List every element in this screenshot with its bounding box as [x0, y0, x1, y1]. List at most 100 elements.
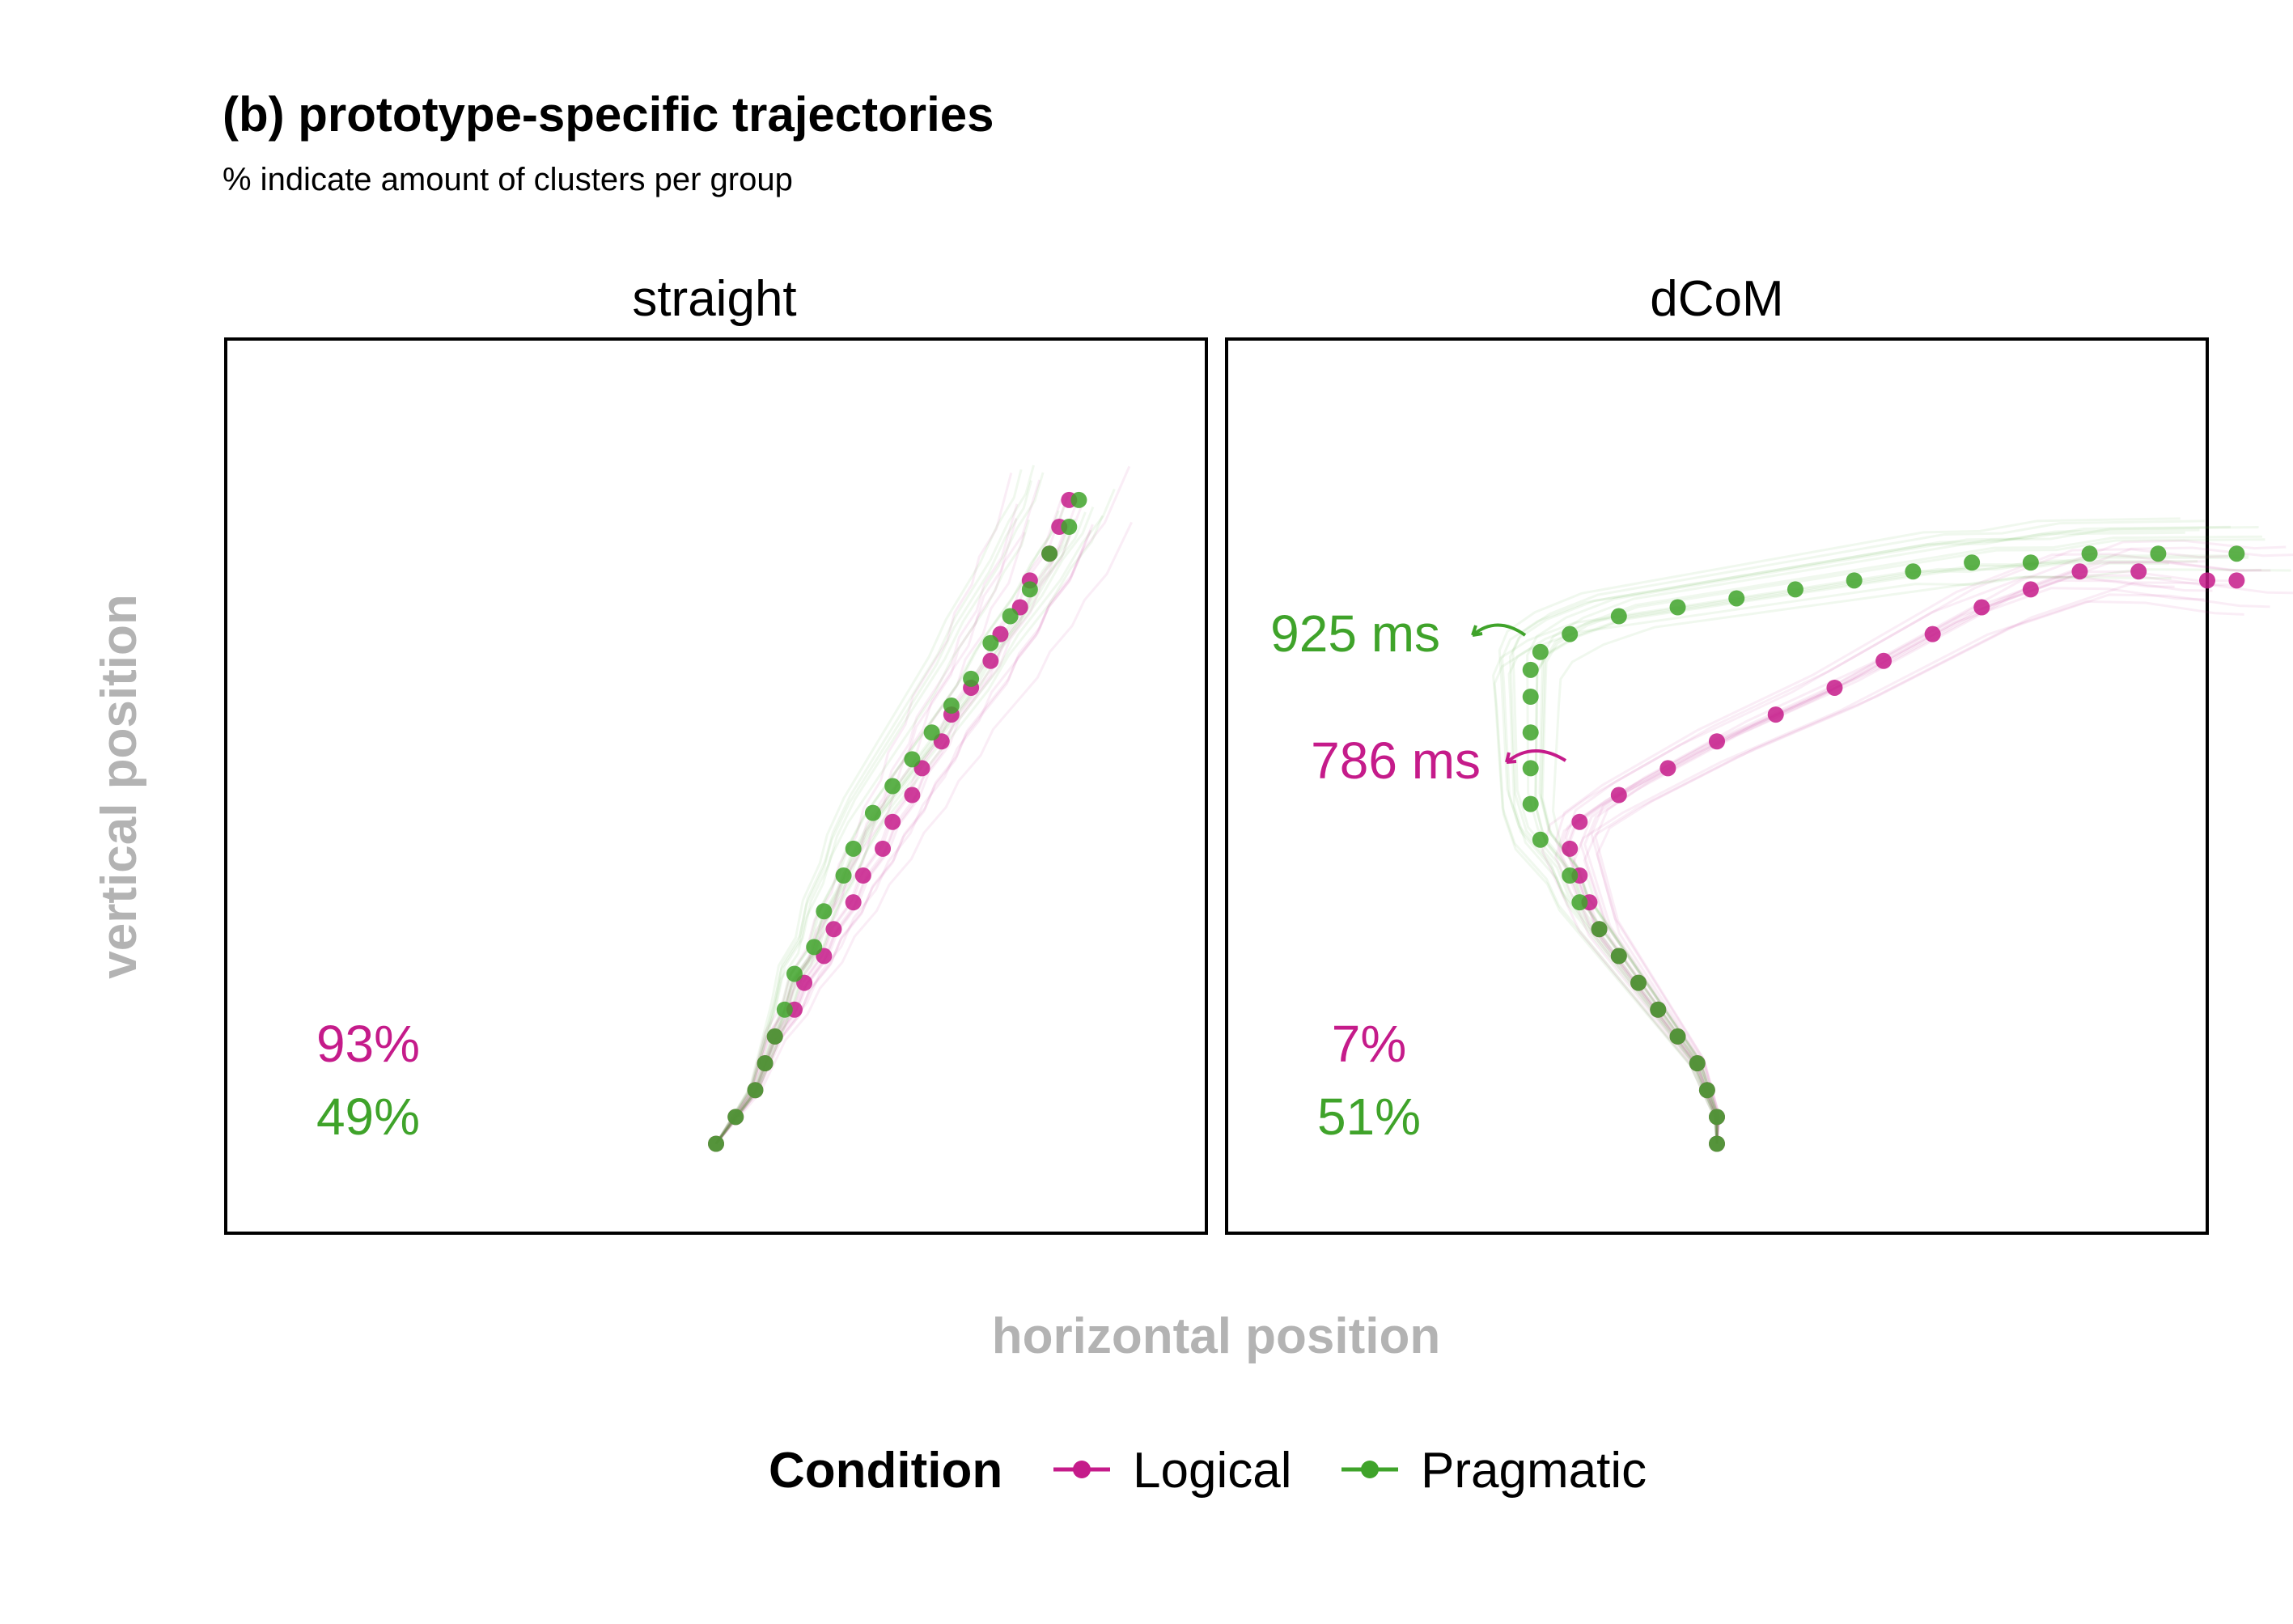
data-point-logical: [875, 840, 892, 857]
data-point-pragmatic: [1846, 572, 1863, 589]
background-trajectory-pragmatic: [1538, 526, 2259, 1144]
data-point-pragmatic: [1562, 625, 1579, 642]
cluster-share-logical-straight: 93%: [316, 1015, 420, 1073]
legend: Condition Logical Pragmatic: [769, 1443, 1647, 1499]
data-point-pragmatic: [816, 903, 833, 920]
data-point-logical: [982, 652, 999, 669]
background-trajectory-pragmatic: [1492, 562, 2169, 1144]
data-point-pragmatic: [1709, 1109, 1725, 1126]
background-trajectory-logical: [1553, 587, 2205, 1144]
data-point-logical: [2199, 572, 2215, 589]
background-trajectory-pragmatic: [1541, 538, 2265, 1144]
chart-title: (b) prototype-specific trajectories: [223, 87, 994, 142]
prototype-points-straight: [708, 491, 1087, 1152]
data-point-pragmatic: [1787, 581, 1803, 598]
background-trajectory-pragmatic: [714, 464, 1035, 1145]
prototype-points-dcom: [1522, 545, 2245, 1152]
data-point-pragmatic: [1070, 491, 1087, 508]
data-point-logical: [1876, 652, 1892, 669]
background-trajectory-pragmatic: [714, 472, 1045, 1145]
data-point-pragmatic: [806, 939, 823, 956]
data-point-pragmatic: [943, 698, 960, 714]
data-point-pragmatic: [1562, 867, 1579, 884]
annotation-pragmatic-time: 925 ms: [1270, 604, 1440, 663]
background-trajectory-pragmatic: [1540, 535, 2262, 1144]
data-point-pragmatic: [766, 1028, 783, 1045]
data-point-pragmatic: [727, 1109, 744, 1126]
data-point-logical: [1924, 625, 1941, 642]
legend-label-logical: Logical: [1133, 1443, 1291, 1499]
data-point-pragmatic: [1610, 608, 1627, 625]
data-point-pragmatic: [1630, 974, 1647, 991]
y-axis-label: vertical position: [91, 594, 147, 978]
data-point-pragmatic: [1002, 608, 1019, 625]
legend-dot-pragmatic: [1361, 1461, 1379, 1478]
panel-title-dcom: dCoM: [1650, 271, 1783, 327]
panel-dcom: 7% 51% 925 ms 786 ms: [1225, 337, 2293, 1235]
data-point-logical: [1562, 840, 1579, 857]
data-point-pragmatic: [1522, 795, 1539, 812]
background-trajectory-logical: [1554, 553, 2206, 1144]
data-point-logical: [1659, 760, 1676, 777]
chart-subtitle: % indicate amount of clusters per group: [223, 162, 793, 197]
data-point-logical: [825, 921, 842, 938]
background-trajectory-pragmatic: [1552, 568, 2291, 1144]
data-point-pragmatic: [2081, 545, 2098, 562]
annotation-logical-time: 786 ms: [1311, 731, 1481, 790]
panel-frame-dcom: [1225, 337, 2209, 1235]
background-trajectory-logical: [714, 473, 1013, 1145]
data-point-pragmatic: [776, 1001, 793, 1018]
x-axis-label: horizontal position: [992, 1308, 1441, 1364]
data-point-logical: [2130, 563, 2147, 580]
data-point-pragmatic: [835, 867, 852, 884]
annotation-arrowhead-pragmatic: [1471, 625, 1483, 637]
legend-title: Condition: [769, 1443, 1002, 1499]
data-point-pragmatic: [904, 751, 921, 768]
background-trajectory-pragmatic: [714, 469, 1023, 1145]
data-point-pragmatic: [747, 1082, 764, 1099]
legend-key-logical: Logical: [1053, 1443, 1291, 1499]
background-trajectory-logical: [714, 503, 1019, 1145]
data-point-pragmatic: [1669, 599, 1686, 616]
background-trajectory-pragmatic: [714, 480, 1033, 1145]
data-point-logical: [904, 787, 921, 804]
data-point-pragmatic: [1728, 590, 1745, 607]
cluster-share-pragmatic-straight: 49%: [316, 1088, 420, 1146]
background-trajectory-logical: [1571, 600, 2244, 1144]
legend-key-pragmatic: Pragmatic: [1341, 1443, 1647, 1499]
background-trajectory-pragmatic: [714, 488, 1116, 1145]
data-point-logical: [1571, 813, 1588, 830]
background-trajectory-pragmatic: [1534, 554, 2249, 1144]
panel-title-straight: straight: [632, 271, 796, 327]
background-trajectory-pragmatic: [714, 510, 1060, 1145]
data-point-pragmatic: [1041, 545, 1058, 562]
annotation-arrowhead-logical: [1505, 752, 1517, 764]
data-point-pragmatic: [2022, 554, 2039, 571]
legend-dot-logical: [1073, 1461, 1091, 1478]
cluster-share-pragmatic-dcom: 51%: [1317, 1088, 1421, 1146]
data-point-logical: [2228, 572, 2245, 589]
background-trajectory-pragmatic: [1493, 575, 2172, 1144]
data-point-logical: [884, 813, 901, 830]
data-point-pragmatic: [1698, 1082, 1715, 1099]
data-point-logical: [1767, 706, 1784, 723]
legend-label-pragmatic: Pragmatic: [1421, 1443, 1647, 1499]
data-point-pragmatic: [1905, 563, 1922, 580]
data-point-logical: [1610, 787, 1627, 804]
panel-straight: 93% 49%: [224, 337, 1208, 1235]
data-point-pragmatic: [1650, 1001, 1667, 1018]
background-trajectory-pragmatic: [1534, 556, 2248, 1144]
data-point-pragmatic: [1591, 921, 1608, 938]
data-point-pragmatic: [923, 724, 940, 741]
background-trajectory-pragmatic: [1507, 559, 2198, 1144]
background-trajectory-logical: [714, 465, 1131, 1145]
data-point-pragmatic: [757, 1055, 774, 1072]
data-point-pragmatic: [1709, 1135, 1725, 1152]
background-trajectory-logical: [1565, 574, 2231, 1144]
panel-frame-straight: [224, 337, 1208, 1235]
data-point-pragmatic: [1571, 894, 1588, 911]
annotation-arrow-pragmatic: [1471, 623, 1527, 637]
data-point-pragmatic: [982, 634, 999, 651]
background-trajectory-pragmatic: [714, 528, 1074, 1145]
